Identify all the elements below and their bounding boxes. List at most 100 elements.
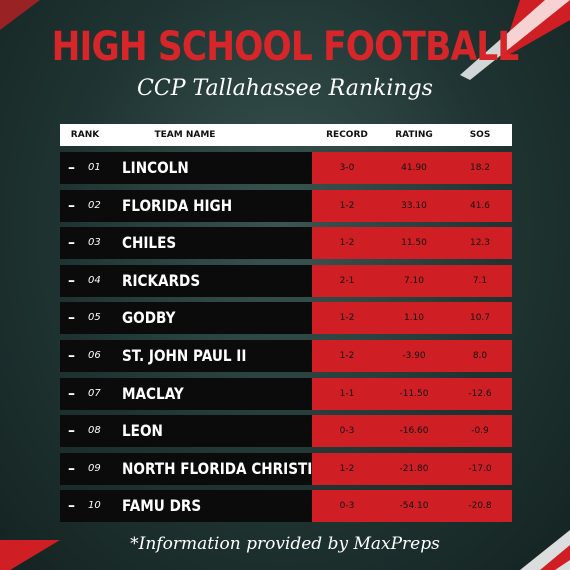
sos: -0.9	[471, 426, 489, 437]
column-header: RECORD	[326, 130, 368, 140]
column-header: SOS	[469, 130, 491, 140]
subtitle: CCP Tallahassee Rankings	[137, 76, 433, 101]
team-name: GODBY	[122, 308, 176, 328]
rank: 01	[88, 162, 101, 173]
footer: *Information provided by MaxPreps	[130, 534, 440, 554]
table-row: – 10 FAMU DRS 0-3 -54.10 -20.8	[60, 490, 512, 523]
table-row: – 01 LINCOLN 3-0 41.90 18.2	[60, 152, 512, 184]
row-right: 0-3 -16.60 -0.9	[312, 415, 512, 448]
rank-change: –	[68, 385, 75, 402]
table-row: – 04 RICKARDS 2-1 7.10 7.1	[60, 264, 512, 297]
rank: 04	[88, 274, 101, 286]
rank-change: –	[68, 272, 75, 289]
table-row: – 08 LEON 0-3 -16.60 -0.9	[60, 415, 512, 448]
row-left: – 02 FLORIDA HIGH	[60, 189, 312, 222]
team-name: RICKARDS	[122, 270, 201, 290]
rank-change: –	[68, 235, 75, 252]
rank-change: –	[68, 498, 75, 515]
rank: 06	[88, 350, 101, 361]
rank-change: –	[68, 160, 75, 176]
column-header: RATING	[395, 130, 433, 140]
rating: 11.50	[401, 238, 427, 249]
sos: 18.2	[469, 163, 491, 173]
row-left: – 03 CHILES	[60, 227, 312, 260]
record: 0-3	[339, 426, 355, 437]
record: 1-2	[339, 200, 355, 211]
row-right: 2-1 7.10 7.1	[312, 264, 512, 297]
rating: -54.10	[399, 501, 429, 512]
rating: 1.10	[403, 313, 425, 324]
rank-change: –	[68, 197, 75, 214]
rating: -11.50	[399, 388, 429, 399]
sos: 12.3	[469, 238, 491, 249]
team-name: MACLAY	[122, 383, 184, 403]
record: 1-2	[339, 463, 355, 474]
rating: 41.90	[401, 163, 427, 173]
rating: 7.10	[403, 275, 425, 286]
row-left: – 10 FAMU DRS	[60, 490, 312, 523]
row-right: 1-1 -11.50 -12.6	[312, 377, 512, 410]
record: 3-0	[339, 163, 355, 173]
rank-change: –	[68, 348, 75, 364]
row-left: – 06 ST. JOHN PAUL II	[60, 340, 312, 372]
team-name: FLORIDA HIGH	[122, 195, 233, 215]
row-right: 1-2 -3.90 8.0	[312, 340, 512, 372]
table-row: – 06 ST. JOHN PAUL II 1-2 -3.90 8.0	[60, 340, 512, 372]
row-left: – 07 MACLAY	[60, 377, 312, 410]
rank: 10	[88, 500, 101, 512]
table-header: RANK TEAM NAME RECORD RATING SOS	[60, 124, 512, 146]
title: HIGH SCHOOL FOOTBALL	[51, 24, 520, 70]
rank: 07	[88, 387, 101, 399]
column-header: RANK	[70, 130, 100, 140]
rank-change: –	[68, 310, 75, 327]
rank: 09	[88, 462, 101, 474]
row-right: 1-2 1.10 10.7	[312, 302, 512, 335]
rank: 05	[88, 312, 101, 324]
sos: 8.0	[472, 351, 488, 361]
rank: 08	[88, 425, 101, 437]
rank-change: –	[68, 460, 75, 477]
row-left: – 04 RICKARDS	[60, 264, 312, 297]
row-right: 1-2 11.50 12.3	[312, 227, 512, 260]
column-header: TEAM NAME	[154, 130, 216, 140]
table-row: – 02 FLORIDA HIGH 1-2 33.10 41.6	[60, 189, 512, 222]
team-name: CHILES	[122, 233, 177, 253]
sos: -12.6	[468, 388, 492, 399]
row-left: – 09 NORTH FLORIDA CHRISTIAN	[60, 452, 334, 485]
rating: -16.60	[399, 426, 429, 437]
rank: 03	[88, 237, 101, 249]
rank-change: –	[68, 423, 75, 440]
sos: 10.7	[469, 313, 491, 324]
team-name: ST. JOHN PAUL II	[122, 346, 247, 365]
table-row: – 05 GODBY 1-2 1.10 10.7	[60, 302, 512, 335]
table-row: – 03 CHILES 1-2 11.50 12.3	[60, 227, 512, 260]
row-right: 0-3 -54.10 -20.8	[312, 490, 512, 523]
team-name: LINCOLN	[122, 158, 189, 177]
rating: -3.90	[402, 351, 426, 361]
record: 1-1	[339, 388, 355, 399]
team-name: NORTH FLORIDA CHRISTIAN	[122, 458, 335, 478]
record: 2-1	[339, 275, 355, 286]
record: 1-2	[339, 313, 355, 324]
row-right: 1-2 33.10 41.6	[312, 189, 512, 222]
sos: -20.8	[468, 501, 492, 512]
team-name: FAMU DRS	[122, 496, 202, 516]
rating: -21.80	[399, 463, 429, 474]
row-right: 3-0 41.90 18.2	[312, 152, 512, 184]
record: 1-2	[339, 238, 355, 249]
team-name: LEON	[122, 421, 163, 441]
rating: 33.10	[401, 200, 427, 211]
sos: 41.6	[469, 200, 491, 211]
record: 1-2	[339, 351, 355, 361]
table-row: – 09 NORTH FLORIDA CHRISTIAN 1-2 -21.80 -17.0	[60, 452, 512, 485]
rank: 02	[88, 199, 101, 211]
row-right: 1-2 -21.80 -17.0	[312, 452, 512, 485]
sos: -17.0	[468, 463, 492, 474]
table-row: – 07 MACLAY 1-1 -11.50 -12.6	[60, 377, 512, 410]
sos: 7.1	[472, 275, 488, 286]
record: 0-3	[339, 501, 355, 512]
row-left: – 01 LINCOLN	[60, 152, 312, 184]
row-left: – 08 LEON	[60, 415, 312, 448]
